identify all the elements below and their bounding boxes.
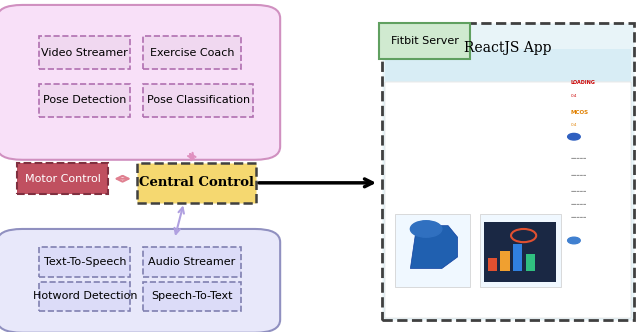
Bar <box>385 82 630 318</box>
Text: Central Control: Central Control <box>139 176 254 189</box>
FancyBboxPatch shape <box>39 84 131 117</box>
Text: ReactJS App: ReactJS App <box>464 41 552 55</box>
Text: LOADING: LOADING <box>571 80 596 85</box>
FancyBboxPatch shape <box>0 5 280 160</box>
Text: Exercise Coach: Exercise Coach <box>150 48 234 58</box>
FancyBboxPatch shape <box>39 247 131 277</box>
Bar <box>479 214 561 287</box>
Text: 0.4: 0.4 <box>571 94 577 98</box>
Text: Text-To-Speech: Text-To-Speech <box>44 257 126 267</box>
Text: ▬▬▬▬▬: ▬▬▬▬▬ <box>571 189 587 193</box>
FancyBboxPatch shape <box>143 36 241 69</box>
Circle shape <box>568 237 580 244</box>
Text: Speech-To-Text: Speech-To-Text <box>151 291 232 301</box>
Text: Video Streamer: Video Streamer <box>42 48 128 58</box>
Bar <box>525 254 535 271</box>
Text: Pose Detection: Pose Detection <box>43 96 127 106</box>
Bar <box>385 49 630 81</box>
FancyBboxPatch shape <box>39 36 131 69</box>
FancyBboxPatch shape <box>143 84 253 117</box>
Text: MCOS: MCOS <box>571 110 589 115</box>
Polygon shape <box>410 226 458 269</box>
Text: Pose Classification: Pose Classification <box>147 96 250 106</box>
Text: Motor Control: Motor Control <box>25 174 100 184</box>
Bar <box>484 222 556 282</box>
Bar <box>395 214 470 287</box>
Bar <box>500 251 510 271</box>
Circle shape <box>568 133 580 140</box>
Circle shape <box>410 221 442 237</box>
Text: ▬▬▬▬▬: ▬▬▬▬▬ <box>571 156 587 160</box>
Text: Fitbit Server: Fitbit Server <box>390 36 458 46</box>
Text: ▬▬▬▬▬: ▬▬▬▬▬ <box>571 173 587 177</box>
Bar <box>488 258 497 271</box>
Text: 0.4: 0.4 <box>571 123 577 127</box>
FancyBboxPatch shape <box>143 282 241 311</box>
Text: ▬▬▬▬▬: ▬▬▬▬▬ <box>571 215 587 219</box>
FancyBboxPatch shape <box>137 163 256 203</box>
FancyBboxPatch shape <box>382 23 634 320</box>
FancyBboxPatch shape <box>379 23 470 59</box>
FancyBboxPatch shape <box>39 282 131 311</box>
Text: Hotword Detection: Hotword Detection <box>33 291 137 301</box>
FancyBboxPatch shape <box>17 163 108 194</box>
Text: ▬▬▬▬▬: ▬▬▬▬▬ <box>571 202 587 206</box>
Bar <box>513 244 522 271</box>
Text: Audio Streamer: Audio Streamer <box>148 257 236 267</box>
FancyBboxPatch shape <box>143 247 241 277</box>
FancyBboxPatch shape <box>0 229 280 332</box>
